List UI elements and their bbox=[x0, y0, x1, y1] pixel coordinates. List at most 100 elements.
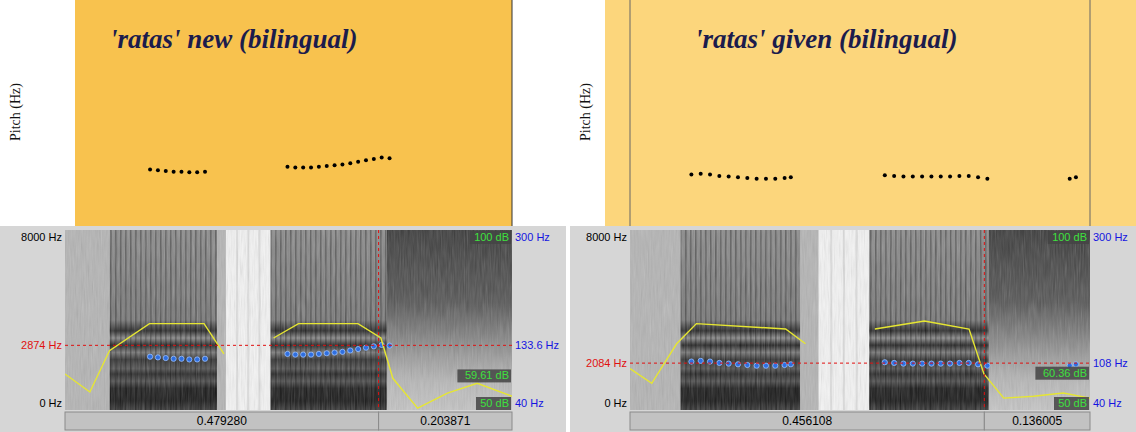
intensity-label: 50 dB bbox=[1058, 397, 1087, 409]
intensity-line bbox=[65, 324, 512, 409]
pitch-point bbox=[333, 163, 337, 167]
pitch-point bbox=[736, 175, 740, 179]
pitch-point bbox=[301, 165, 305, 169]
label-patch bbox=[1035, 367, 1089, 380]
pitch-panel-area bbox=[75, 0, 512, 226]
pitch-point bbox=[717, 174, 721, 178]
pitch-point bbox=[783, 176, 787, 180]
pitch-panel-border bbox=[1090, 0, 1091, 226]
pitch-point bbox=[148, 168, 152, 172]
pitch-point bbox=[726, 361, 731, 366]
interval-label: 0.479280 bbox=[197, 414, 247, 428]
pitch-point bbox=[163, 355, 168, 360]
spectrogram bbox=[630, 230, 1090, 410]
pitch-point bbox=[293, 352, 298, 357]
pitch-point bbox=[340, 163, 344, 167]
pitch-point bbox=[939, 175, 943, 179]
pitch-point bbox=[172, 170, 176, 174]
pitch-point bbox=[356, 160, 360, 164]
label-patch bbox=[1054, 397, 1089, 410]
pitch-panel-area bbox=[605, 0, 1136, 226]
cursor-pitch-label: 133.6 Hz bbox=[515, 339, 559, 351]
pitch-point bbox=[147, 354, 152, 359]
pitch-point bbox=[901, 175, 905, 179]
spectrogram-panel-background bbox=[0, 226, 566, 432]
pitch-point bbox=[371, 344, 376, 349]
pitch-point bbox=[179, 356, 184, 361]
pitch-point bbox=[309, 165, 313, 169]
pitch-point bbox=[202, 356, 207, 361]
spectrogram-base bbox=[65, 230, 512, 410]
y2-tick-label: 40 Hz bbox=[515, 397, 544, 409]
y2-tick-label: 300 Hz bbox=[515, 231, 550, 243]
pitch-point bbox=[892, 174, 896, 178]
pitch-point bbox=[755, 177, 759, 181]
y2-tick-label: 300 Hz bbox=[1093, 231, 1128, 243]
intensity-label: 60.36 dB bbox=[1043, 367, 1087, 379]
cursor-frequency-label: 2084 Hz bbox=[586, 357, 627, 369]
pitch-track-top bbox=[148, 155, 391, 174]
pitch-point bbox=[735, 362, 740, 367]
pitch-point bbox=[699, 172, 703, 176]
pitch-point bbox=[754, 363, 759, 368]
intensity-line bbox=[630, 321, 1090, 398]
pitch-point bbox=[301, 352, 306, 357]
pitch-point bbox=[325, 164, 329, 168]
intensity-label: 100 dB bbox=[1052, 231, 1087, 243]
interval bbox=[65, 412, 379, 430]
pitch-point bbox=[293, 165, 297, 169]
spectrogram-noise bbox=[630, 230, 1090, 410]
pitch-point bbox=[773, 363, 778, 368]
pitch-point bbox=[708, 172, 712, 176]
pitch-point bbox=[348, 348, 353, 353]
pitch-track-top bbox=[689, 172, 1078, 181]
pitch-point bbox=[1074, 175, 1078, 179]
pitch-point bbox=[285, 351, 290, 356]
pitch-point bbox=[764, 177, 768, 181]
pitch-point bbox=[380, 155, 384, 159]
y2-tick-label: 40 Hz bbox=[1093, 397, 1122, 409]
pitch-point bbox=[372, 157, 376, 161]
title: 'ratas' new (bilingual) bbox=[110, 24, 358, 54]
spectrogram-base bbox=[630, 230, 1090, 410]
figure: Pitch (Hz)'ratas' new (bilingual)0 Hz800… bbox=[0, 0, 1136, 432]
title: 'ratas' given (bilingual) bbox=[695, 24, 958, 54]
pitch-point bbox=[920, 175, 924, 179]
pitch-point bbox=[882, 360, 887, 365]
cursor-horizontal bbox=[65, 345, 512, 346]
pitch-point bbox=[985, 177, 989, 181]
pitch-point bbox=[356, 346, 361, 351]
y-tick-label: 0 Hz bbox=[39, 397, 62, 409]
pitch-point bbox=[763, 363, 768, 368]
pitch-point bbox=[689, 172, 693, 176]
interval bbox=[379, 412, 512, 430]
interval-label: 0.203871 bbox=[420, 414, 470, 428]
pitch-point bbox=[976, 175, 980, 179]
interval bbox=[630, 412, 984, 430]
label-patch bbox=[1048, 231, 1089, 244]
pitch-point bbox=[187, 357, 192, 362]
pitch-point bbox=[938, 361, 943, 366]
pitch-point bbox=[967, 174, 971, 178]
pitch-point bbox=[388, 156, 392, 160]
pitch-point bbox=[773, 177, 777, 181]
intensity-label: 59.61 dB bbox=[465, 369, 509, 381]
y-tick-label: 8000 Hz bbox=[21, 231, 62, 243]
y-tick-label: 0 Hz bbox=[604, 397, 627, 409]
pitch-point bbox=[910, 361, 915, 366]
pitch-point bbox=[883, 173, 887, 177]
cursor-vertical bbox=[984, 230, 985, 410]
interval-label: 0.456108 bbox=[782, 414, 832, 428]
pitch-point bbox=[920, 361, 925, 366]
intensity-label: 100 dB bbox=[474, 231, 509, 243]
pitch-point bbox=[957, 174, 961, 178]
pitch-point bbox=[317, 165, 321, 169]
page-background bbox=[0, 0, 1136, 432]
pitch-point bbox=[348, 161, 352, 165]
pitch-point bbox=[929, 361, 934, 366]
pitch-point bbox=[156, 168, 160, 172]
pitch-point bbox=[164, 169, 168, 173]
pitch-point bbox=[155, 355, 160, 360]
cursor-horizontal bbox=[630, 363, 1090, 364]
label-patch bbox=[476, 397, 511, 410]
